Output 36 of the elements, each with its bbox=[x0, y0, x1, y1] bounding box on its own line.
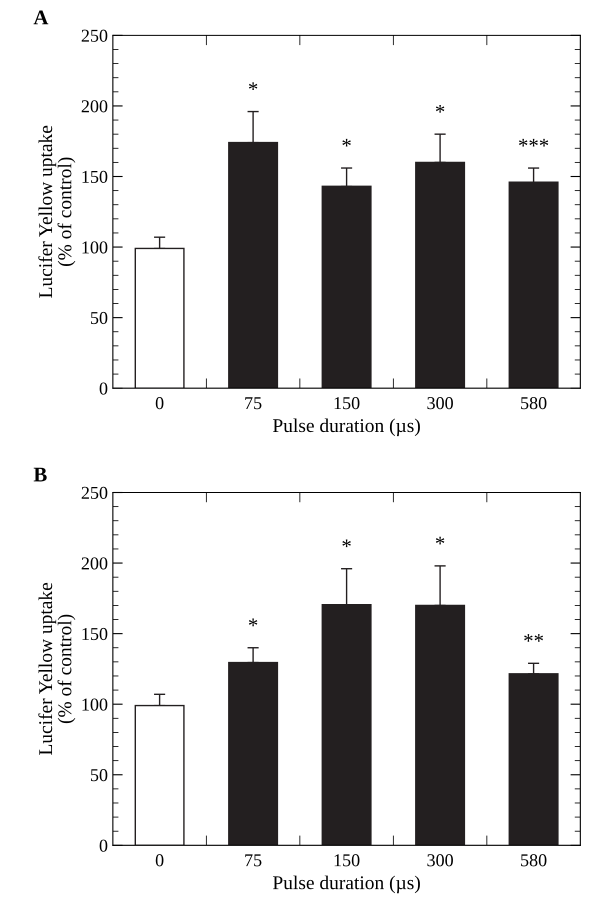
data-label: * bbox=[436, 104, 444, 113]
x-tick-label: 300 bbox=[427, 854, 453, 866]
y-tick-label: 250 bbox=[82, 486, 108, 499]
y-tick-label: 100 bbox=[82, 241, 108, 254]
x-tick-label: 150 bbox=[334, 397, 360, 410]
y-tick-label: 50 bbox=[90, 769, 108, 782]
data-label: * bbox=[436, 536, 444, 544]
data-label: * bbox=[342, 540, 351, 548]
x-tick-label: 580 bbox=[521, 854, 546, 866]
data-label: ** bbox=[524, 634, 544, 642]
x-axis-title: Pulse duration (µs) bbox=[272, 418, 420, 436]
y-tick-label: 50 bbox=[90, 312, 108, 324]
y-tick-label: 250 bbox=[82, 30, 108, 42]
x-tick-label: 580 bbox=[521, 397, 546, 410]
chart-title: A bbox=[34, 10, 48, 24]
x-tick-label: 75 bbox=[245, 854, 262, 866]
y-axis-title: Lucifer Yellow uptake (% of control) bbox=[38, 582, 76, 756]
y-tick-label: 150 bbox=[82, 170, 108, 183]
y-tick-label: 100 bbox=[82, 698, 108, 711]
y-tick-label: 0 bbox=[100, 382, 108, 395]
x-tick-label: 150 bbox=[334, 854, 360, 866]
y-tick-label: 0 bbox=[100, 840, 108, 852]
y-tick-label: 200 bbox=[82, 557, 108, 570]
y-tick-label: 150 bbox=[82, 628, 108, 640]
y-tick-label: 200 bbox=[82, 100, 108, 112]
data-label: * bbox=[342, 138, 351, 146]
data-label: * bbox=[248, 82, 258, 90]
x-tick-label: 300 bbox=[427, 397, 453, 410]
x-tick-label: 0 bbox=[156, 854, 164, 866]
x-tick-label: 75 bbox=[245, 397, 262, 410]
x-axis-title: Pulse duration (µs) bbox=[272, 876, 420, 894]
y-axis-title: Lucifer Yellow uptake (% of control) bbox=[38, 126, 76, 298]
x-tick-label: 0 bbox=[156, 397, 164, 410]
data-label: * bbox=[248, 618, 258, 626]
chart-title: B bbox=[34, 468, 47, 482]
data-label: *** bbox=[518, 138, 548, 146]
